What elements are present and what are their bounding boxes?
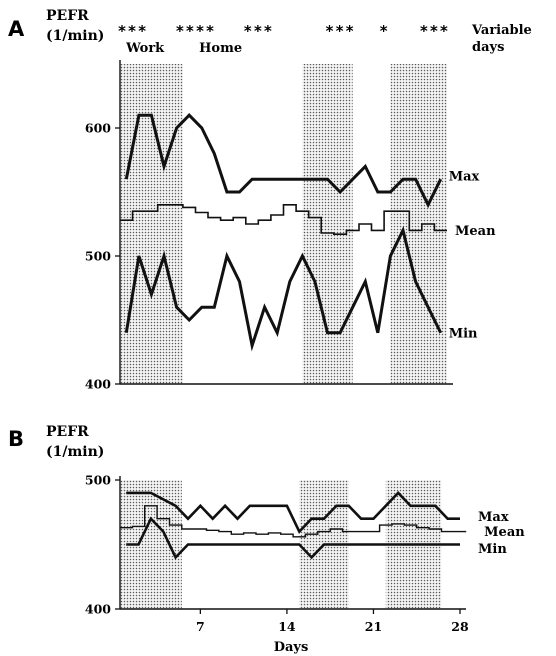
panel-b-series-mean [120,505,467,538]
panel-b-series-max [126,491,460,534]
panel-a-label-max: Max [449,170,480,185]
panel-a-series-mean [120,204,447,235]
panel-a-shaded-period-2 [302,64,353,384]
panel-b-letter: B [8,427,24,451]
variable-day-marker: *** [419,22,449,40]
variable-day-marker: *** [325,22,355,40]
panel-b-ylabel: PEFR [46,424,89,440]
panel-b-x-tick-label: 21 [365,619,382,634]
panel-b-x-tick-label: 7 [196,619,205,634]
panel-b-y-tick-label: 500 [85,473,111,488]
panel-a-ylabel: PEFR [46,8,89,24]
variable-day-marker: **** [175,22,215,40]
panel-b-yunit: (1/min) [46,444,104,460]
panel-a-yunit: (1/min) [46,28,104,44]
panel-a-shaded-periods [120,64,447,384]
panel-b-y-tick-label: 400 [85,602,111,617]
variable-day-marker: * [379,22,389,40]
panel-a-shaded-period-3 [390,64,447,384]
panel-b-label-min: Min [478,542,507,557]
panel-a-y-tick-label: 400 [85,377,111,392]
panel-b-x-tick-label: 28 [451,619,469,634]
panel-a-series [120,113,447,352]
panel-a-y-tick-label: 500 [85,249,111,264]
panel-b-series [120,491,467,560]
panel-a: A PEFR (1/min) *** **** *** *** * ***Work Home… [8,8,532,392]
panel-a-shaded-period-1 [120,64,183,384]
panel-a-header-marks: *** **** *** *** * ***Work Home [118,22,449,56]
period-label-home: Home [199,41,242,56]
panel-a-letter: A [8,17,25,41]
variable-day-marker: *** [243,22,273,40]
panel-a-series-min [124,226,443,352]
panel-a-series-max [124,113,443,209]
panel-b-xlabel: Days [274,640,309,655]
panel-a-label-mean: Mean [455,224,496,239]
variable-day-marker: *** [118,22,148,40]
panel-a-series-labels: Max Mean Min [449,170,496,342]
panel-b-series-min [126,516,460,560]
period-label-work: Work [125,41,165,56]
panel-a-label-min: Min [449,326,478,341]
panel-a-axes: 400 500 600 [85,60,453,392]
variable-days-label-line2: days [472,40,504,55]
panel-a-y-tick-label: 600 [85,121,111,136]
panel-b-x-tick-label: 14 [278,619,296,634]
panel-b-label-max: Max [478,510,509,525]
panel-b-label-mean: Mean [484,525,525,540]
panel-b-axes: 400 500 7 14 21 28 [85,473,469,635]
variable-days-label-line1: Variable [471,23,532,38]
